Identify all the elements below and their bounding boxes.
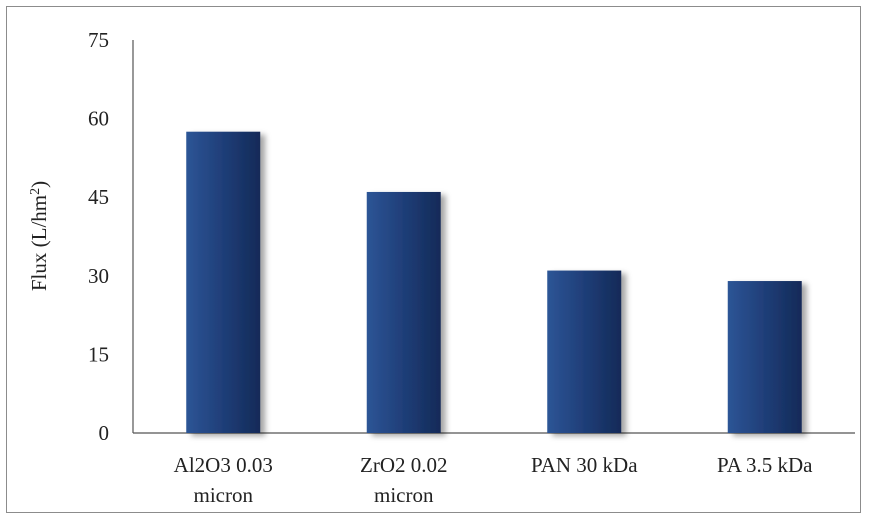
bars xyxy=(186,131,802,433)
y-tick-label: 15 xyxy=(88,342,109,366)
bar xyxy=(547,270,622,433)
y-axis-label-superscript: 2 xyxy=(28,188,43,195)
x-tick-label: PA 3.5 kDa xyxy=(717,453,813,477)
y-axis-label: Flux (L/hm2) xyxy=(27,181,51,291)
bar xyxy=(186,131,261,433)
x-tick-labels: Al2O3 0.03 micron ZrO2 0.02 micron PAN 30 kD… xyxy=(174,453,814,507)
y-tick-label: 75 xyxy=(88,28,109,52)
bar xyxy=(366,191,441,433)
x-tick-label: Al2O3 0.03 micron xyxy=(174,453,273,507)
x-tick-label: PAN 30 kDa xyxy=(531,453,638,477)
y-tick-label: 60 xyxy=(88,107,109,131)
y-tick-label: 0 xyxy=(99,421,110,445)
x-tick-label: ZrO2 0.02 micron xyxy=(360,453,448,507)
bar xyxy=(727,281,802,433)
y-tick-labels: 0 15 30 45 60 75 xyxy=(88,28,109,445)
y-tick-label: 45 xyxy=(88,185,109,209)
y-tick-label: 30 xyxy=(88,264,109,288)
